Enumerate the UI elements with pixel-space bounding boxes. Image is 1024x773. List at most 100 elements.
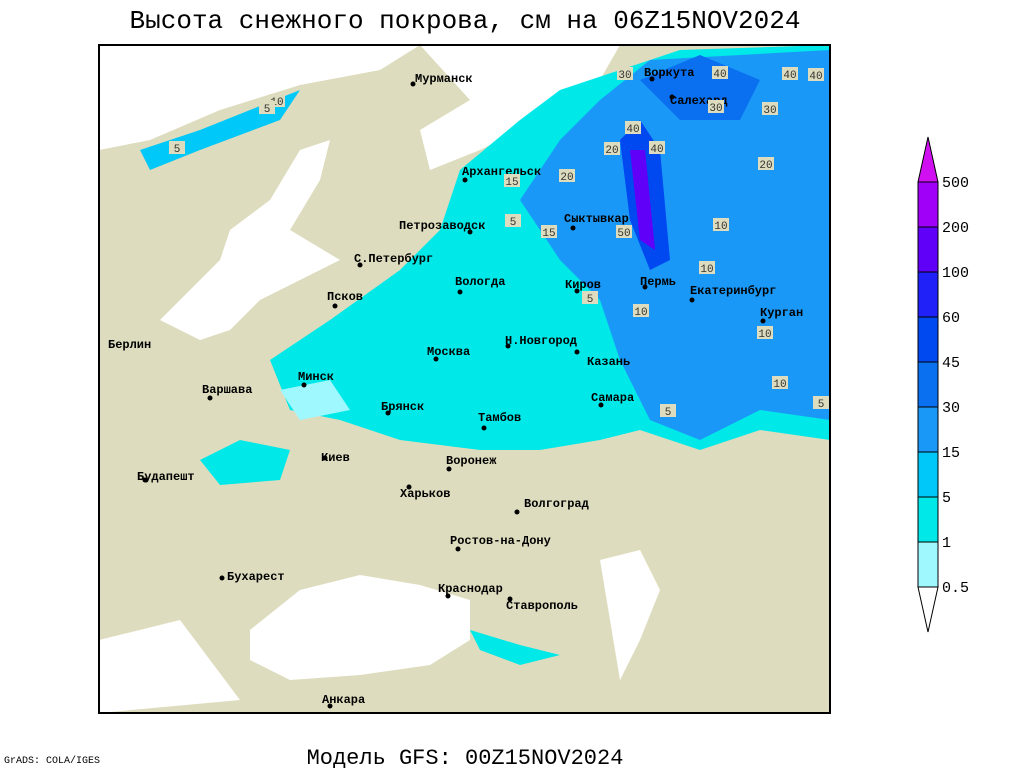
city-label: Тамбов [478,410,521,425]
city-dot [669,94,675,100]
legend-label: 60 [942,310,960,327]
cities: Мурманск ВоркутаСалехардАрхангельскПетроз… [108,66,803,709]
city-dot [219,575,225,581]
snow-area [470,630,560,665]
contour-label: 10 [634,307,647,319]
city-label: Киров [565,278,601,292]
contour-label-bg [713,218,729,231]
city-label: Казань [587,355,630,369]
med-sea [99,620,240,713]
contour-label: 20 [605,145,618,157]
city-dot [446,466,452,472]
contour-label-bg [582,291,598,304]
contour-label-bg [604,142,620,155]
map-frame [98,44,831,714]
legend-swatch [917,406,939,453]
city-label: Харьков [400,487,450,501]
city-dot [433,356,439,362]
contour-label-bg [757,326,773,339]
legend-label: 5 [942,490,951,507]
city-dot [332,303,338,309]
city-label: Воронеж [446,454,497,468]
city-label: Архангельск [462,165,541,179]
contour-label: 5 [587,294,594,306]
contour-label-bg [541,225,557,238]
city-label: Минск [298,370,334,384]
city-label: С.Петербург [354,251,433,266]
map [98,44,831,714]
city-dot [207,395,213,401]
contour-label-bg [504,174,520,187]
city-label: Волгоград [524,497,589,511]
snow-area [520,50,830,440]
city-dot [642,284,648,290]
contour-label-bg [617,67,633,80]
baltic-sea [160,140,340,340]
city-label: Анкара [322,693,365,707]
city-dot [689,297,695,303]
snow-area [630,150,655,250]
legend-swatch [917,271,939,318]
legend-swatch [917,316,939,363]
contour-label: 5 [665,407,672,419]
contour-label: 20 [759,160,772,172]
title: Высота снежного покрова, см на 06Z15NOV2… [130,6,801,36]
sea [420,45,620,170]
city-dot [457,289,463,295]
legend-swatch [917,451,939,498]
legend-swatch [917,361,939,408]
city-label: Курган [760,306,803,320]
city-label: Петрозаводск [399,219,485,233]
city-dot [574,288,580,294]
city-label: Самара [591,391,634,405]
contour-label-bg [649,141,665,154]
city-dot [301,382,307,388]
contour-label-bg [559,169,575,182]
contour-label-bg [712,66,728,79]
contour-label-bg [625,121,641,134]
city-label: Ставрополь [506,599,578,613]
contour-label: 10 [773,379,786,391]
city-dot [357,262,363,268]
contour-label-bg [782,67,798,80]
city-dot [322,455,328,461]
contour-label-bg [633,304,649,317]
legend-swatch [917,136,939,183]
legend-swatch [917,226,939,273]
legend-label: 45 [942,355,960,372]
city-dot [514,509,520,515]
contour-label-bg [505,214,521,227]
city-label: Сыктывкар [564,212,629,226]
city-dot [570,225,576,231]
credit: GrADS: COLA/IGES [4,755,100,767]
city-dot [445,593,451,599]
city-dot [462,177,468,183]
contour-label: 5 [510,217,517,229]
city-dot [410,81,416,87]
legend-swatch [917,541,939,588]
contour-label-bg [758,157,774,170]
city-label: Пермь [640,275,676,289]
contour-label: 40 [650,144,663,156]
contour-label: 15 [505,177,518,189]
contour-label-bg [616,225,632,238]
city-label: Екатеринбург [690,283,776,298]
city-dot [649,76,655,82]
snow-area [280,380,350,420]
contour-label: 30 [618,70,631,82]
legend-swatch [917,181,939,228]
legend-label: 100 [942,265,969,282]
contour-label-bg [762,102,778,115]
legend-label: 200 [942,220,969,237]
black-sea [250,575,470,680]
caspian-sea [600,550,660,680]
city-label: Ростов-на-Дону [450,534,551,548]
legend-swatch [917,586,939,633]
contour-label-bg [813,396,829,409]
contour-label-bg [708,100,724,113]
city-dot [406,484,412,490]
snow-area [640,55,760,120]
